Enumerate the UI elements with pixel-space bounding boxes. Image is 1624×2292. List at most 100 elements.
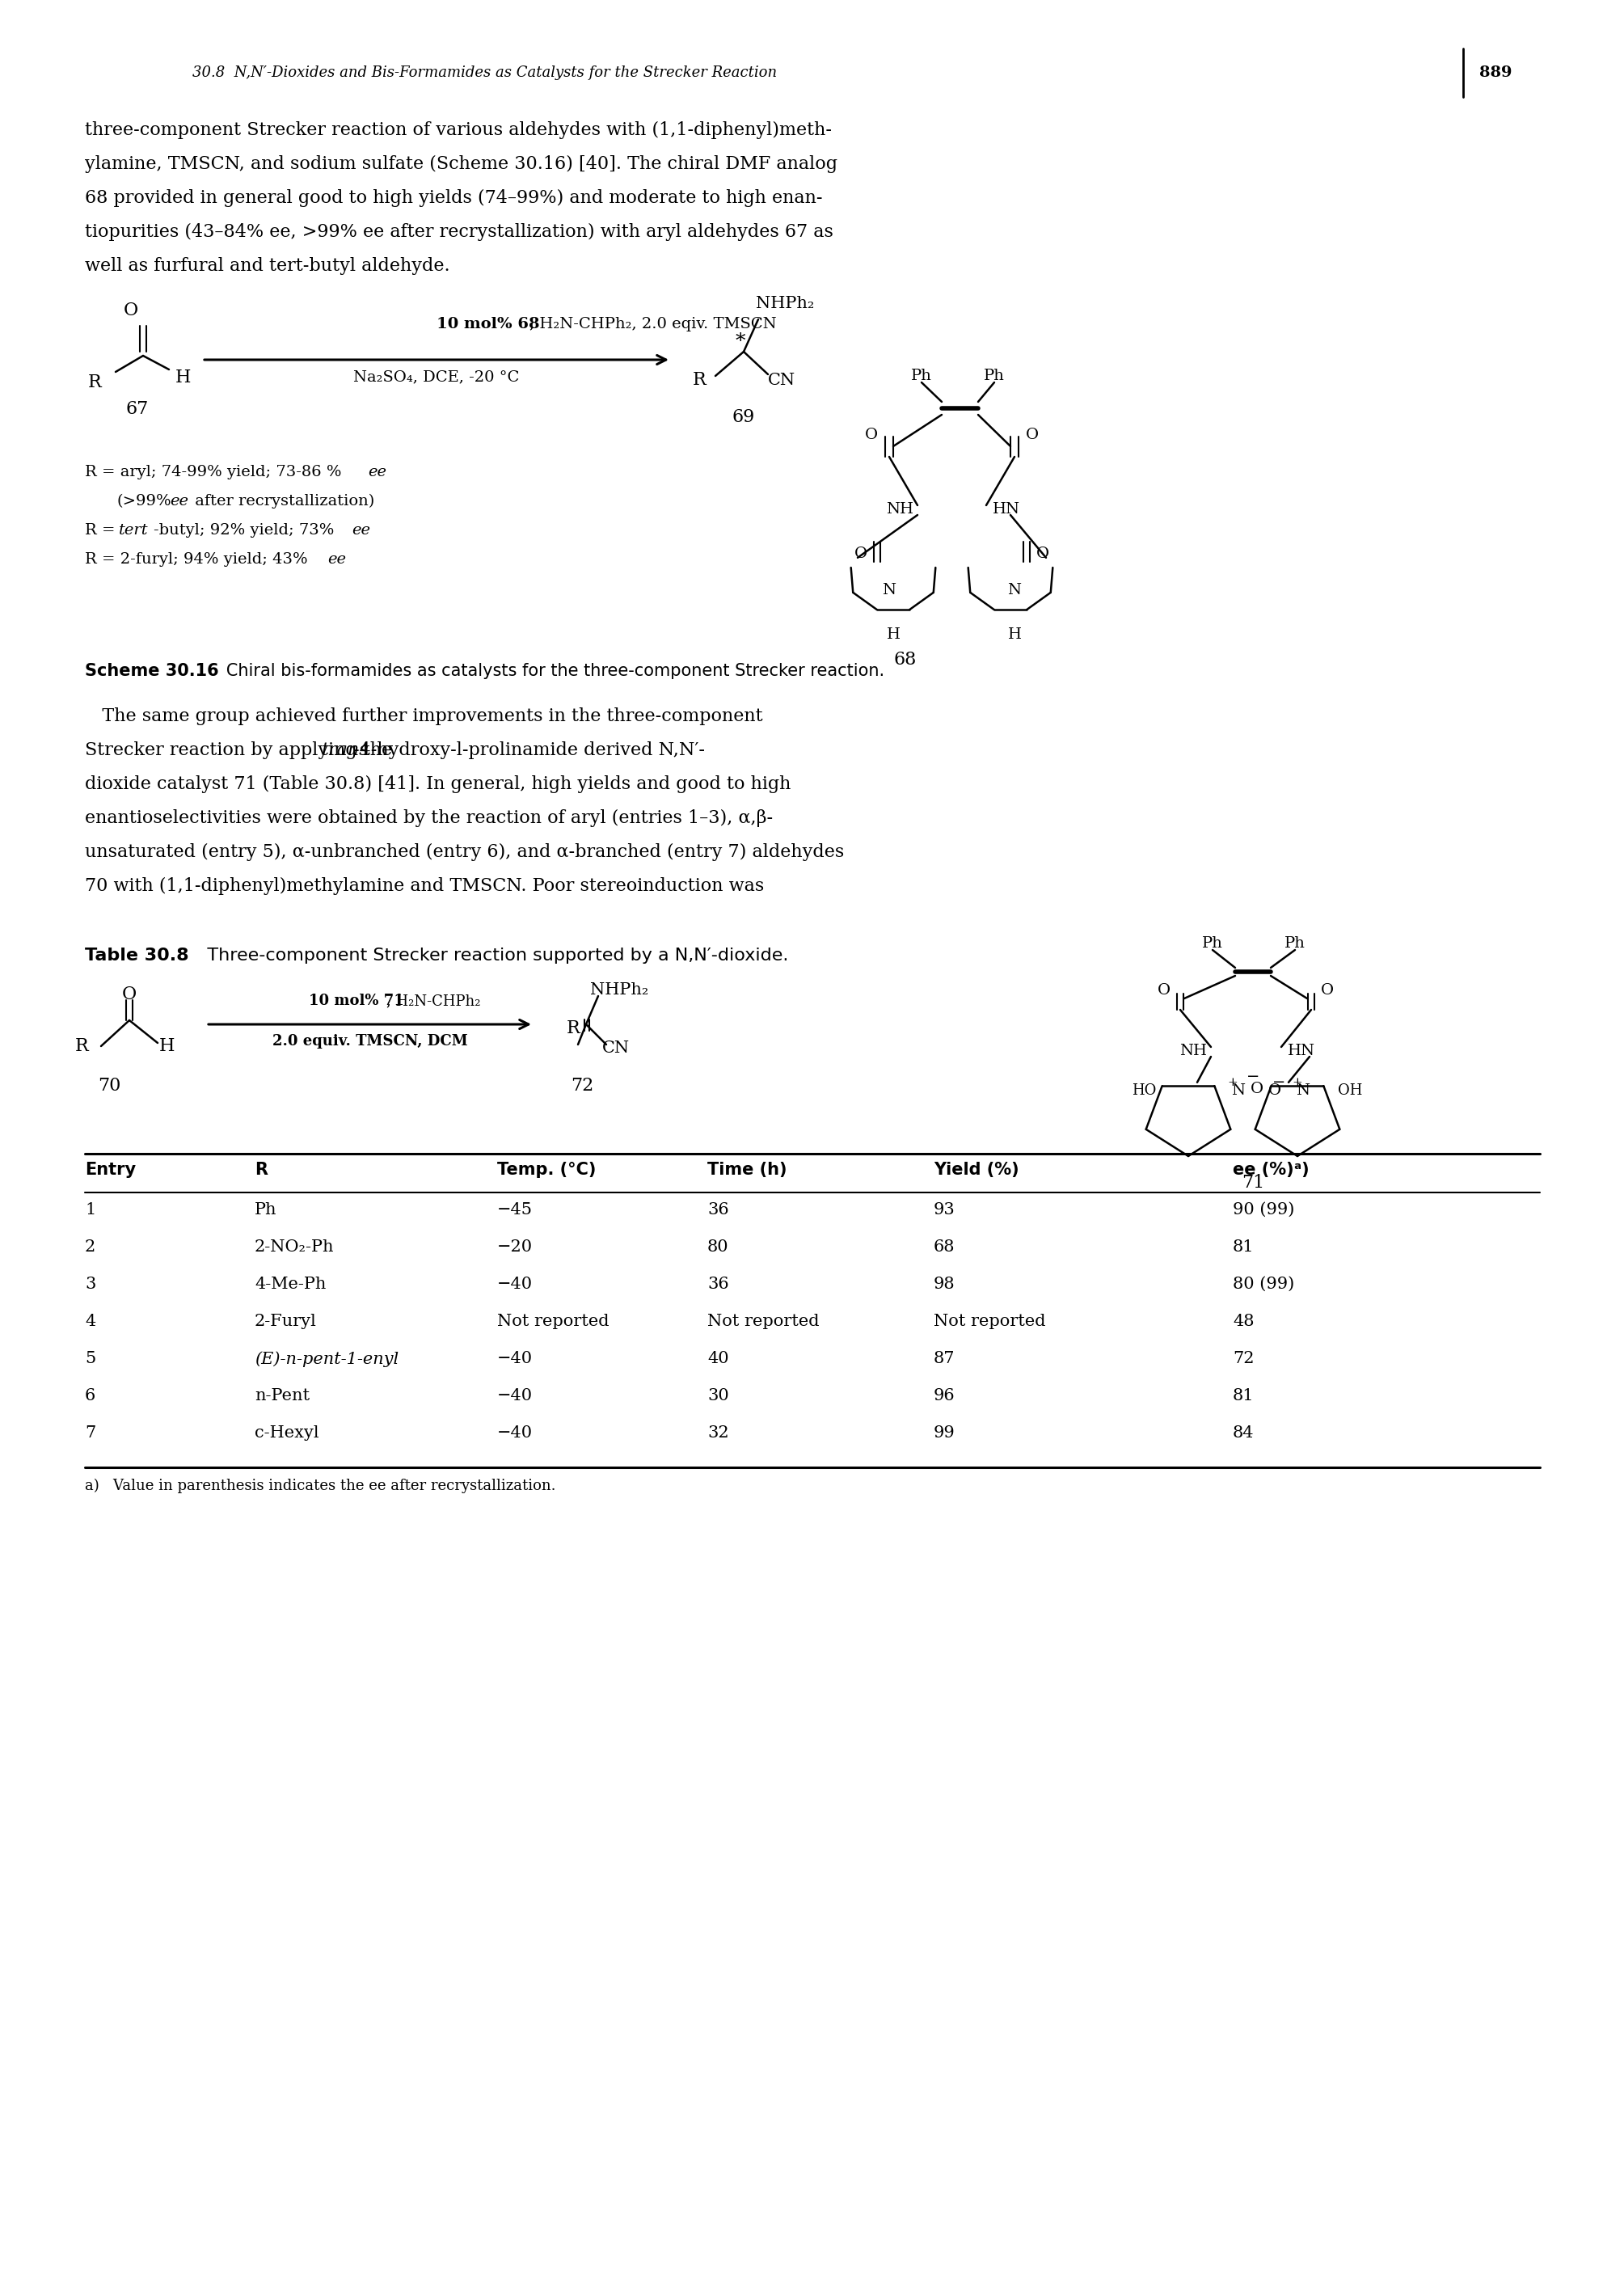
Text: 2.0 equiv. TMSCN, DCM: 2.0 equiv. TMSCN, DCM <box>273 1034 468 1047</box>
Text: enantioselectivities were obtained by the reaction of aryl (entries 1–3), α,β-: enantioselectivities were obtained by th… <box>84 809 773 827</box>
Text: , H₂N-CHPh₂: , H₂N-CHPh₂ <box>387 995 481 1008</box>
Text: R: R <box>88 374 101 392</box>
Text: R = 2-furyl; 94% yield; 43%: R = 2-furyl; 94% yield; 43% <box>84 552 307 566</box>
Text: HN: HN <box>1288 1043 1315 1059</box>
Text: O: O <box>123 303 138 319</box>
Text: R = aryl; 74-99% yield; 73-86 %: R = aryl; 74-99% yield; 73-86 % <box>84 465 341 479</box>
Text: -4-hydroxy-l-prolinamide derived N,N′-: -4-hydroxy-l-prolinamide derived N,N′- <box>354 740 705 759</box>
Text: Table 30.8: Table 30.8 <box>84 947 188 963</box>
Text: tert: tert <box>119 523 148 539</box>
Text: Yield (%): Yield (%) <box>934 1162 1018 1178</box>
Text: tiopurities (43–84% ee, >99% ee after recrystallization) with aryl aldehydes 67 : tiopurities (43–84% ee, >99% ee after re… <box>84 222 833 241</box>
Text: Strecker reaction by applying the: Strecker reaction by applying the <box>84 740 398 759</box>
Text: c-Hexyl: c-Hexyl <box>255 1426 318 1442</box>
Text: Not reported: Not reported <box>708 1313 818 1329</box>
Text: 889: 889 <box>1479 66 1512 80</box>
Text: O: O <box>1268 1084 1281 1098</box>
Text: ee (%)ᵃ): ee (%)ᵃ) <box>1233 1162 1309 1178</box>
Text: , H₂N-CHPh₂, 2.0 eqiv. TMSCN: , H₂N-CHPh₂, 2.0 eqiv. TMSCN <box>529 316 776 332</box>
Text: O: O <box>854 545 867 562</box>
Text: 70: 70 <box>97 1077 120 1096</box>
Text: −45: −45 <box>497 1203 533 1217</box>
Text: 69: 69 <box>732 408 755 426</box>
Text: N: N <box>1296 1084 1311 1098</box>
Text: 96: 96 <box>934 1389 955 1403</box>
Text: ee: ee <box>328 552 346 566</box>
Text: 10 mol% 71: 10 mol% 71 <box>309 995 404 1008</box>
Text: 36: 36 <box>708 1203 729 1217</box>
Text: 4: 4 <box>84 1313 96 1329</box>
Text: R: R <box>75 1038 89 1054</box>
Text: 72: 72 <box>570 1077 593 1096</box>
Text: Three-component Strecker reaction supported by a N,N′-dioxide.: Three-component Strecker reaction suppor… <box>190 947 789 963</box>
Text: 90 (99): 90 (99) <box>1233 1203 1294 1217</box>
Text: −40: −40 <box>497 1426 533 1442</box>
Text: 99: 99 <box>934 1426 955 1442</box>
Text: three-component Strecker reaction of various aldehydes with (1,1-diphenyl)meth-: three-component Strecker reaction of var… <box>84 121 831 140</box>
Text: 10 mol% 68: 10 mol% 68 <box>437 316 539 332</box>
Text: ee: ee <box>352 523 370 539</box>
Text: 48: 48 <box>1233 1313 1254 1329</box>
Text: (>99%: (>99% <box>117 495 172 509</box>
Text: H: H <box>159 1038 175 1054</box>
Text: ee: ee <box>171 495 188 509</box>
Text: Ph: Ph <box>255 1203 276 1217</box>
Text: 6: 6 <box>84 1389 96 1403</box>
Text: 4-Me-Ph: 4-Me-Ph <box>255 1277 326 1293</box>
Text: 5: 5 <box>84 1350 96 1366</box>
Text: 81: 81 <box>1233 1240 1254 1254</box>
Text: −40: −40 <box>497 1277 533 1293</box>
Text: N: N <box>1007 582 1021 598</box>
Text: −40: −40 <box>497 1350 533 1366</box>
Text: +: + <box>1228 1077 1237 1089</box>
Text: 68: 68 <box>934 1240 955 1254</box>
Text: 80: 80 <box>708 1240 729 1254</box>
Text: R: R <box>567 1020 580 1038</box>
Text: HN: HN <box>992 502 1020 516</box>
Text: Not reported: Not reported <box>934 1313 1046 1329</box>
Text: Entry: Entry <box>84 1162 136 1178</box>
Text: 68: 68 <box>893 651 918 669</box>
Text: 2-Furyl: 2-Furyl <box>255 1313 317 1329</box>
Text: R: R <box>692 371 706 390</box>
Text: *: * <box>736 332 745 351</box>
Text: 68 provided in general good to high yields (74–99%) and moderate to high enan-: 68 provided in general good to high yiel… <box>84 190 822 206</box>
Text: O: O <box>1026 429 1039 442</box>
Text: Temp. (°C): Temp. (°C) <box>497 1162 596 1178</box>
Text: HO: HO <box>1132 1084 1156 1098</box>
Text: Time (h): Time (h) <box>708 1162 788 1178</box>
Text: N: N <box>1231 1084 1246 1098</box>
Text: -butyl; 92% yield; 73%: -butyl; 92% yield; 73% <box>154 523 335 539</box>
Text: 84: 84 <box>1233 1426 1254 1442</box>
Text: unsaturated (entry 5), α-unbranched (entry 6), and α-branched (entry 7) aldehyde: unsaturated (entry 5), α-unbranched (ent… <box>84 843 844 862</box>
Text: Not reported: Not reported <box>497 1313 609 1329</box>
Text: Scheme 30.16: Scheme 30.16 <box>84 662 219 678</box>
Text: H: H <box>1007 628 1021 642</box>
Text: The same group achieved further improvements in the three-component: The same group achieved further improvem… <box>84 708 763 724</box>
Text: H: H <box>175 369 192 387</box>
Text: NH: NH <box>1179 1043 1207 1059</box>
Text: 80 (99): 80 (99) <box>1233 1277 1294 1293</box>
Text: 2: 2 <box>84 1240 96 1254</box>
Text: −: − <box>1246 1070 1260 1084</box>
Text: 3: 3 <box>84 1277 96 1293</box>
Text: R =: R = <box>84 523 120 539</box>
Text: NH: NH <box>887 502 913 516</box>
Text: Ph: Ph <box>911 369 932 383</box>
Text: 40: 40 <box>708 1350 729 1366</box>
Text: n-Pent: n-Pent <box>255 1389 310 1403</box>
Text: 2-NO₂-Ph: 2-NO₂-Ph <box>255 1240 335 1254</box>
Text: 93: 93 <box>934 1203 955 1217</box>
Text: CN: CN <box>603 1041 630 1057</box>
Text: (E)-n-pent-1-enyl: (E)-n-pent-1-enyl <box>255 1350 398 1366</box>
Text: after recrystallization): after recrystallization) <box>190 495 375 509</box>
Text: O: O <box>1036 545 1049 562</box>
Text: 1: 1 <box>84 1203 96 1217</box>
Text: 7: 7 <box>84 1426 96 1442</box>
Text: trans: trans <box>322 740 369 759</box>
Text: Na₂SO₄, DCE, -20 °C: Na₂SO₄, DCE, -20 °C <box>354 369 520 385</box>
Text: +: + <box>1293 1077 1302 1089</box>
Text: CN: CN <box>768 371 796 387</box>
Text: 71: 71 <box>1241 1174 1265 1192</box>
Text: NHPh₂: NHPh₂ <box>755 296 814 312</box>
